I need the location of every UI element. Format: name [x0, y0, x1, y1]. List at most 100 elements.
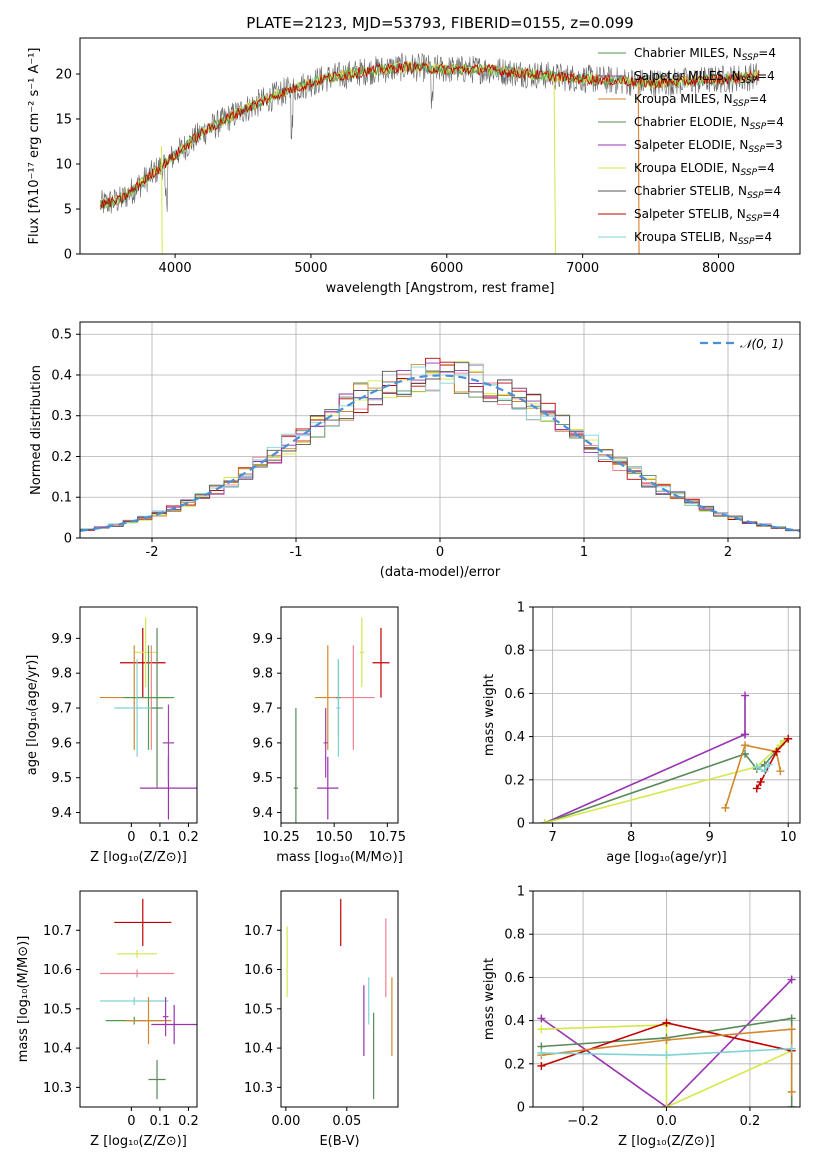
legend-subscript: SSP [746, 214, 763, 224]
x-tick-label: 0 [127, 830, 135, 845]
legend-subscript: SSP [747, 191, 764, 201]
weight-marker [776, 767, 785, 776]
weight-series-line [541, 1024, 793, 1107]
legend-text: Salpeter MILES, N [634, 69, 741, 83]
y-tick-label: 0.8 [504, 644, 525, 659]
y-tick-label: 10.4 [43, 1042, 72, 1057]
y-tick-label: 0.4 [51, 368, 72, 383]
figure-title: PLATE=2123, MJD=53793, FIBERID=0155, z=0… [246, 14, 633, 32]
x-tick-label: −0.2 [567, 1114, 599, 1129]
y-tick-label: 9.9 [51, 632, 72, 647]
normal-distribution-line [80, 374, 800, 532]
legend-count: =4 [754, 230, 772, 244]
errorbar-point [99, 969, 175, 978]
plot-area-weight_vs_Z [537, 975, 796, 1107]
x-tick-label: 10.50 [316, 830, 353, 845]
weight-series-line [544, 695, 746, 823]
axes-frame [532, 890, 801, 1108]
x-tick-label: 8 [627, 830, 635, 845]
y-axis-label: mass weight [482, 958, 497, 1040]
y-tick-label: 10.5 [244, 1002, 273, 1017]
weight-marker [787, 1014, 796, 1023]
y-tick-label: 9.9 [252, 632, 273, 647]
y-axis-label: Normed distribution [29, 365, 44, 495]
masked-edge-line [637, 82, 640, 254]
x-axis-label: E(B-V) [319, 1134, 359, 1149]
weight-marker [741, 691, 750, 700]
legend-label: Kroupa MILES, NSSP=4 [634, 92, 767, 109]
weight-marker [760, 767, 769, 776]
weight-marker [662, 1018, 671, 1027]
errorbar-point [323, 708, 328, 778]
legend-count: =3 [765, 138, 783, 152]
legend-label: Chabrier MILES, NSSP=4 [634, 46, 776, 63]
weight-series-line [544, 740, 785, 823]
legend-count: =4 [757, 161, 775, 175]
errorbar-point [317, 756, 339, 820]
axes-frame [280, 890, 399, 1108]
y-tick-label: 0.1 [51, 491, 72, 506]
weight-marker [772, 747, 781, 756]
weight-marker [756, 777, 765, 786]
y-tick-label: 0.6 [504, 687, 525, 702]
x-tick-label: 0.1 [150, 830, 171, 845]
legend-label: Salpeter ELODIE, NSSP=3 [634, 138, 783, 155]
y-tick-label: 10.6 [43, 963, 72, 978]
x-tick-label: 0 [127, 1114, 135, 1129]
chart-weight_vs_age: 7 8 9 10 0 0.2 0.4 0.6 0.8 1 age [log₁₀(age/yr)] ma… [482, 601, 801, 865]
y-axis-label: Flux [fλ10⁻¹⁷ erg cm⁻² s⁻¹ A⁻¹] [27, 48, 42, 245]
legend-label: Salpeter MILES, NSSP=4 [634, 69, 775, 86]
legend-count: =4 [758, 46, 776, 60]
plot-area-mass_vs_Z [99, 898, 197, 1100]
y-tick-label: 9.5 [51, 771, 72, 786]
axes-frame [79, 321, 801, 539]
errorbar-point [151, 1004, 197, 1045]
x-axis-label: wavelength [Angstrom, rest frame] [326, 281, 555, 296]
x-axis-label: Z [log₁₀(Z/Z⊙)] [618, 1134, 715, 1149]
chart-residuals: -2 -1 0 1 2 0 0.1 0.2 0.3 0.4 0.5 (data-model)/erro… [29, 321, 801, 580]
chart-mass_vs_Z: 0 0.1 0.2 10.3 10.4 10.5 10.6 10.7 Z [log₁₀(Z/Z⊙… [16, 890, 199, 1149]
weight-marker [662, 1103, 671, 1107]
y-tick-label: 10.6 [244, 963, 273, 978]
y-tick-label: 0.3 [51, 409, 72, 424]
weight-marker [752, 762, 761, 771]
y-tick-label: 10.5 [43, 1002, 72, 1017]
y-axis-label: age [log₁₀(age/yr)] [25, 655, 40, 776]
x-axis-label: Z [log₁₀(Z/Z⊙)] [90, 1134, 187, 1149]
plot-area-weight_vs_age [540, 691, 793, 823]
y-tick-label: 20 [55, 68, 72, 83]
legend-label: Chabrier STELIB, NSSP=4 [634, 184, 781, 201]
legend-text: Chabrier MILES, N [634, 46, 742, 60]
x-tick-label: 10.25 [262, 830, 299, 845]
y-tick-label: 10.7 [244, 924, 273, 939]
axes-frame [280, 606, 399, 824]
legend-count: =4 [749, 92, 767, 106]
model-spectrum-line [100, 60, 760, 209]
errorbar-point [336, 659, 341, 757]
y-tick-label: 0.4 [504, 730, 525, 745]
y-tick-label: 9.4 [252, 806, 273, 821]
x-tick-label: 10 [780, 830, 797, 845]
y-tick-label: 10.3 [43, 1081, 72, 1096]
errorbar-point [372, 627, 390, 698]
x-tick-label: 4000 [159, 261, 192, 276]
legend-subscript: SSP [738, 237, 755, 247]
weight-marker [787, 1025, 796, 1034]
legend-subscript: SSP [741, 168, 758, 178]
weight-marker [764, 760, 773, 769]
x-tick-label: 10.75 [369, 830, 406, 845]
chart-weight_vs_Z: −0.2 0.0 0.2 0 0.2 0.4 0.6 0.8 1 Z [log₁₀(Z/Z⊙)] m… [482, 885, 801, 1149]
weight-marker [787, 1044, 796, 1053]
y-tick-label: 1 [517, 885, 525, 900]
y-tick-label: 10.4 [244, 1042, 273, 1057]
x-tick-label: -1 [290, 545, 303, 560]
legend-text: Salpeter STELIB, N [634, 207, 746, 221]
weight-marker [741, 730, 750, 739]
y-tick-label: 1 [517, 601, 525, 616]
errorbar-point [125, 997, 172, 1045]
chart-mass_vs_EBV: 0.00 0.05 10.3 10.4 10.5 10.6 10.7 E(B-V) [244, 890, 399, 1149]
weight-series-line [541, 1028, 793, 1092]
x-tick-label: 6000 [430, 261, 463, 276]
x-tick-label: 7000 [566, 261, 599, 276]
plot-area-age_vs_mass [293, 617, 390, 823]
